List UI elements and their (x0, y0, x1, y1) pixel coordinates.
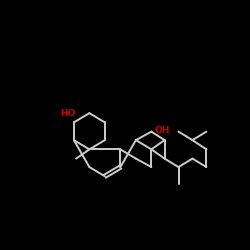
Text: HO: HO (60, 109, 76, 118)
Text: OH: OH (154, 126, 170, 134)
